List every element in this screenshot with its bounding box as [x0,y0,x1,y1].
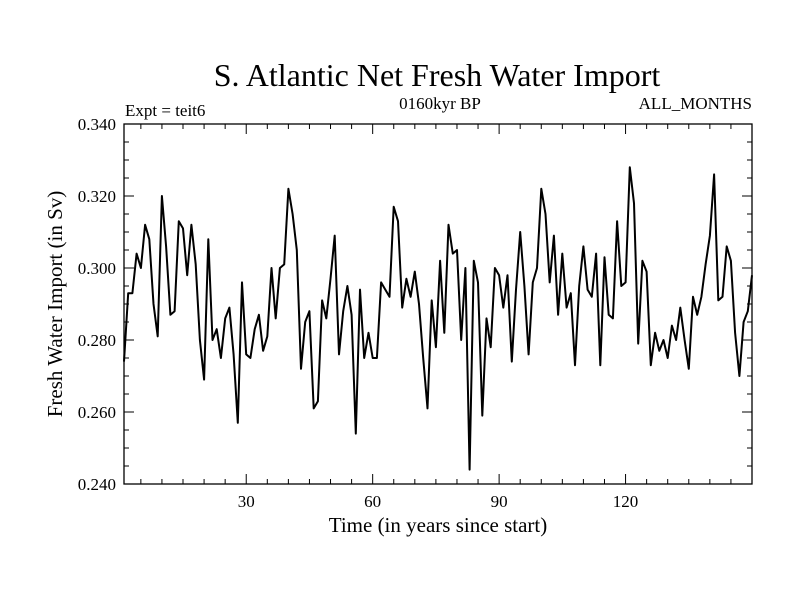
chart-subtitle-right: ALL_MONTHS [639,94,752,113]
y-tick-label: 0.240 [78,475,116,494]
y-tick-label: 0.260 [78,403,116,422]
axis-ticks [124,123,752,485]
chart-subtitle-left: Expt = teit6 [125,101,205,120]
plot-frame [123,123,753,485]
series-line [123,166,753,471]
y-tick-label: 0.300 [78,259,116,278]
tick-labels: 30 60 90 120 0.240 0.260 0.280 0.300 0.320 0.340 [78,115,639,511]
y-tick-label: 0.320 [78,187,116,206]
x-tick-label: 90 [491,492,508,511]
x-tick-label: 30 [238,492,255,511]
y-axis-label: Fresh Water Import (in Sv) [43,191,67,418]
y-tick-label: 0.340 [78,115,116,134]
chart-subtitle-center: 0160kyr BP [399,94,481,113]
x-axis-label: Time (in years since start) [329,513,548,537]
y-tick-label: 0.280 [78,331,116,350]
x-tick-label: 60 [364,492,381,511]
chart-title: S. Atlantic Net Fresh Water Import [214,57,661,93]
x-tick-label: 120 [613,492,639,511]
